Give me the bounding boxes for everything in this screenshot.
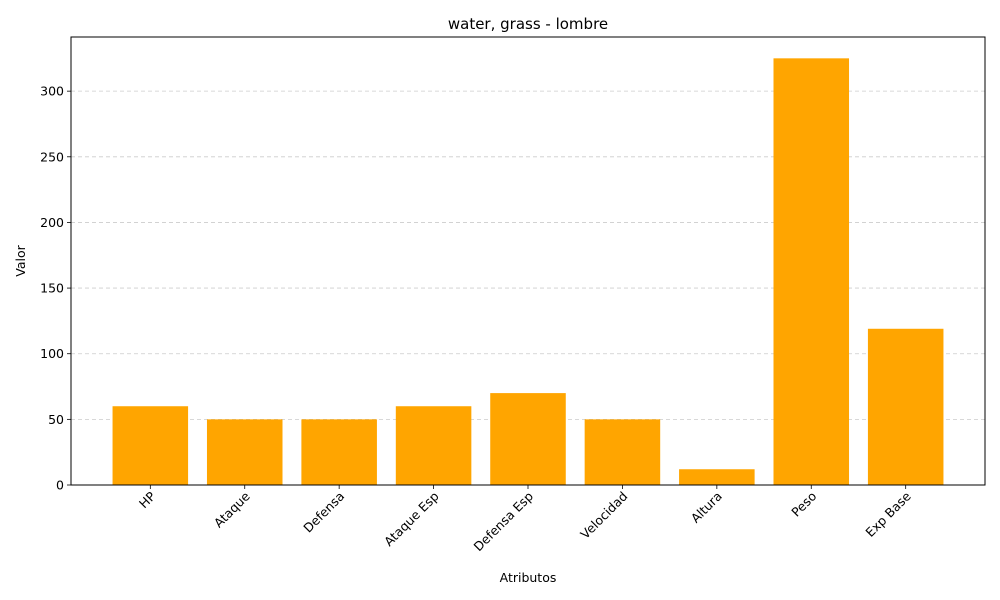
bar-ataque-esp (395, 406, 472, 485)
bar-peso (773, 58, 850, 485)
bar-velocidad (584, 419, 661, 485)
y-tick-label: 100 (40, 346, 64, 361)
x-axis: HP Ataque Defensa Ataque Esp Defensa Esp Velo… (136, 485, 914, 554)
x-tick-label: Exp Base (862, 488, 914, 540)
chart-title: water, grass - lombre (448, 15, 608, 33)
bar-exp-base (867, 328, 944, 485)
y-tick-label: 200 (40, 215, 64, 230)
y-tick-label: 50 (48, 412, 64, 427)
x-tick-label: Peso (788, 489, 819, 520)
y-axis: 0 50 100 150 200 250 300 (40, 84, 71, 493)
bar-hp (112, 406, 189, 485)
x-tick-label: Ataque (211, 488, 253, 530)
x-axis-label: Atributos (500, 570, 557, 585)
x-tick-label: HP (136, 488, 159, 511)
bar-defensa (301, 419, 377, 485)
bar-ataque (206, 419, 283, 485)
x-tick-label: Ataque Esp (381, 488, 442, 549)
y-tick-label: 250 (40, 149, 64, 164)
bar-defensa-esp (490, 393, 566, 485)
y-tick-label: 0 (56, 478, 64, 493)
bar-altura (679, 469, 755, 485)
x-tick-label: Altura (688, 489, 725, 526)
y-tick-label: 300 (40, 84, 64, 99)
x-tick-label: Defensa (300, 489, 347, 536)
x-tick-label: Velocidad (577, 489, 630, 542)
bars (112, 58, 944, 485)
y-axis-label: Valor (13, 244, 28, 276)
y-tick-label: 150 (40, 281, 64, 296)
x-tick-label: Defensa Esp (470, 488, 536, 554)
